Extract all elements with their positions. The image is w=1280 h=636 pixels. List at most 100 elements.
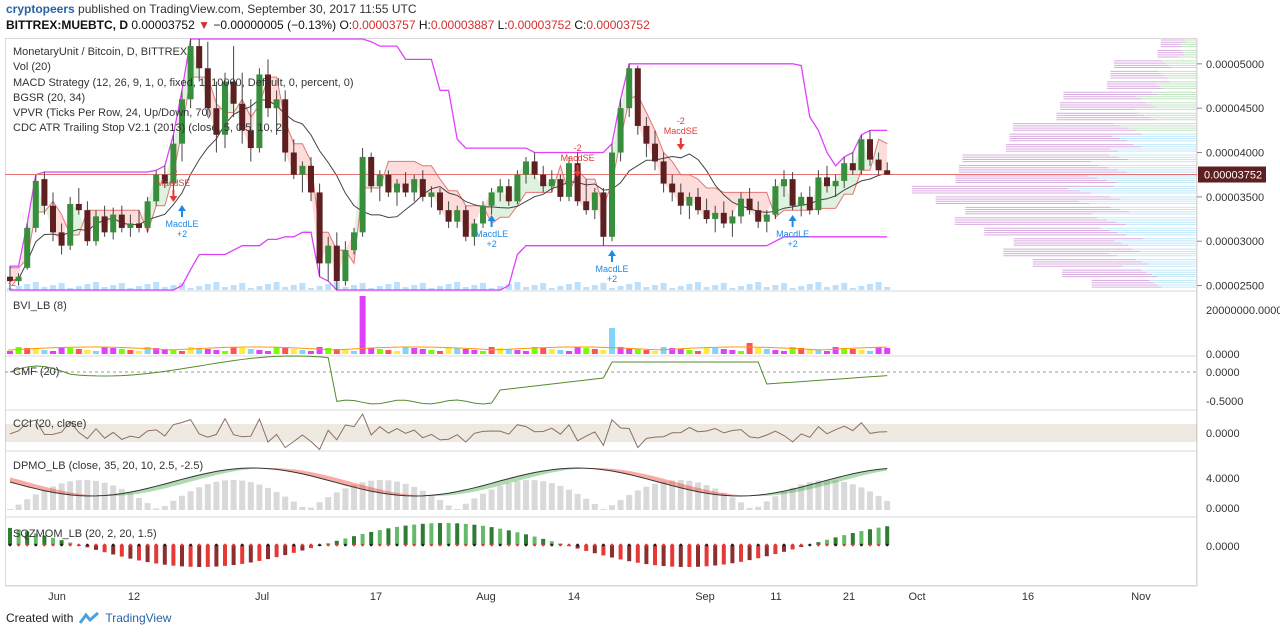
ohlc-header: BITTREX:MUEBTC, D 0.00003752 ▼ −0.000000… [6, 18, 650, 32]
volume-bar [849, 288, 856, 290]
cmf-pane-label[interactable]: CMF (20) [13, 366, 60, 378]
indicator-label[interactable]: MACD Strategy (12, 26, 9, 1, 0, fixed, 1… [13, 76, 354, 89]
volume-bar [15, 286, 22, 290]
volume-bar [523, 287, 529, 290]
volume-bar [591, 285, 598, 290]
indicator-label[interactable]: VPVR (Ticks Per Row, 24, Up/Down, 70) [13, 107, 212, 120]
candle-body [712, 212, 719, 220]
sqzmom-bar [713, 545, 718, 566]
candle-body [746, 198, 753, 211]
dpmo-histogram-bar [144, 503, 151, 510]
price-axis-label: 0.00003000 [1206, 236, 1264, 248]
indicator-label[interactable]: MonetaryUnit / Bitcoin, D, BITTREX [13, 46, 188, 58]
sqzmom-bar [747, 545, 752, 561]
candle-body [660, 161, 667, 184]
indicator-label[interactable]: Vol (20) [13, 61, 51, 74]
bvi-bar [290, 349, 297, 354]
dpmo-histogram-bar [875, 495, 882, 510]
time-axis-label: 14 [568, 591, 580, 603]
indicator-label[interactable]: BGSR (20, 34) [13, 91, 86, 104]
macd-long-qty: +2 [787, 239, 797, 249]
bvi-bar [660, 347, 667, 354]
dpmo-histogram-bar [419, 490, 426, 510]
sqzmom-squeeze-dot [292, 543, 296, 547]
dpmo-histogram-bar [729, 497, 736, 510]
sqzmom-bar [33, 533, 38, 545]
macd-short-qty: -2 [677, 116, 685, 126]
volume-bar [677, 286, 684, 290]
dpmo-pane-label[interactable]: DPMO_LB (close, 35, 20, 10, 2.5, -2.5) [13, 460, 204, 472]
candle-body [213, 108, 220, 135]
sqzmom-squeeze-dot [137, 543, 141, 547]
sqzmom-bar [180, 545, 184, 567]
macd-long-label: MacdLE [165, 219, 198, 229]
dpmo-histogram-bar [437, 500, 443, 510]
dpmo-histogram-bar [832, 480, 839, 510]
bvi-bar [841, 348, 848, 354]
volume-bar [548, 288, 555, 290]
sqzmom-bar [188, 545, 193, 567]
sqzmom-squeeze-dot [593, 543, 597, 547]
dpmo-histogram-bar [540, 481, 547, 510]
sqzmom-bar [291, 545, 296, 553]
sqzmom-bar [231, 545, 236, 566]
sqzmom-squeeze-dot [86, 543, 89, 547]
candle-body [376, 174, 383, 187]
price-axis-label: 0.00005000 [1206, 59, 1264, 71]
sqzmom-bar [42, 535, 47, 545]
candle-body [385, 174, 392, 193]
sqzmom-bar [773, 545, 778, 555]
volume-bar [669, 288, 676, 290]
candle-body [617, 108, 624, 153]
volume-bar [626, 284, 633, 290]
volume-bar [462, 287, 469, 290]
indicator-label[interactable]: CDC ATR Trailing Stop V2.1 (2013) (close… [13, 122, 286, 135]
sqzmom-bar [197, 545, 202, 567]
dpmo-fill [173, 479, 182, 487]
volume-bar [841, 283, 848, 290]
dpmo-histogram-bar [609, 505, 615, 510]
dpmo-histogram-bar [643, 486, 650, 510]
candle-body [265, 74, 271, 109]
candle-body [247, 130, 254, 149]
candle-body [875, 159, 882, 171]
sqzmom-bar [283, 545, 288, 556]
dpmo-histogram-bar [548, 483, 555, 510]
tradingview-brand[interactable]: TradingView [105, 611, 172, 625]
volume-bar [222, 287, 228, 290]
author-name[interactable]: cryptopeers [6, 2, 75, 16]
dpmo-fill [646, 474, 655, 482]
low-label: L: [497, 18, 508, 32]
macd-short-arrow-icon [169, 190, 178, 202]
dpmo-fill [792, 487, 802, 493]
sqzmom-squeeze-dot [438, 543, 442, 547]
trailing-stop-fill [18, 227, 28, 277]
bvi-pane-label[interactable]: BVI_LB (8) [13, 300, 67, 312]
bvi-bar [273, 347, 280, 354]
dpmo-fill [164, 481, 174, 489]
sqzmom-squeeze-dot [877, 543, 880, 547]
sqzmom-squeeze-dot [860, 543, 863, 547]
sqzmom-squeeze-dot [146, 543, 150, 547]
dpmo-fill [319, 473, 329, 481]
sqzmom-bar [395, 526, 399, 545]
sqzmom-bar [661, 545, 666, 567]
sqzmom-squeeze-dot [404, 543, 407, 547]
bvi-bar [445, 347, 452, 354]
time-axis-label: Jun [48, 591, 66, 603]
dpmo-histogram-bar [273, 491, 280, 510]
sqzmom-squeeze-dot [567, 543, 571, 547]
bvi-bar [454, 348, 461, 354]
cci-pane-label[interactable]: CCI (20, close) [13, 418, 87, 430]
sqzmom-bar [257, 545, 262, 561]
dpmo-fill [293, 469, 303, 474]
sqzmom-bar [360, 533, 365, 545]
sqzmom-squeeze-dot [309, 543, 313, 547]
sqzmom-bar [8, 527, 12, 545]
sqzmom-pane-label[interactable]: SQZMOM_LB (20, 2, 20, 1.5) [13, 528, 157, 540]
bvi-bar [282, 348, 289, 354]
created-with-text: Created with [6, 611, 74, 625]
sqzmom-bar [601, 545, 606, 556]
bvi-bar [411, 348, 418, 354]
